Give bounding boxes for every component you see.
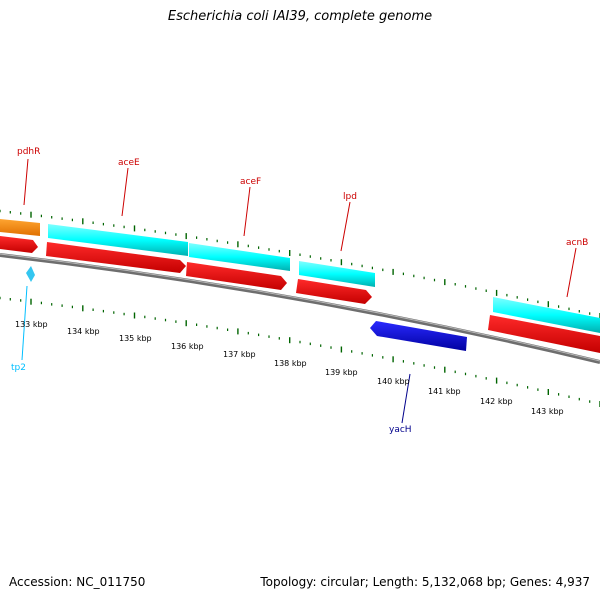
gene-arrow-yacH: [370, 321, 467, 351]
gene-arrow-pdhR: [0, 236, 38, 253]
gene-label-pdhR: pdhR: [17, 147, 40, 157]
tick-label: 135 kbp: [119, 334, 152, 343]
accession-text: Accession: NC_011750: [9, 575, 146, 589]
gene-label-aceE: aceE: [118, 158, 140, 168]
backbone-highlight: [0, 253, 600, 362]
leader-yacH: [401, 373, 411, 424]
leader-aceF: [243, 186, 251, 237]
cds-aceF: [189, 243, 290, 271]
gene-label-lpd: lpd: [343, 192, 357, 202]
tick-label: 139 kbp: [325, 368, 358, 377]
cds-acnB: [493, 297, 600, 333]
cds-lpd: [299, 261, 375, 287]
gene-label-aceF: aceF: [240, 177, 261, 187]
tick-label: 137 kbp: [223, 350, 256, 359]
gene-arrow-aceE: [46, 242, 186, 273]
leader-aceE: [121, 167, 129, 217]
tick-label: 134 kbp: [67, 327, 100, 336]
gene-label-yacH: yacH: [389, 425, 412, 435]
tick-label: 142 kbp: [480, 397, 513, 406]
gene-label-acnB: acnB: [566, 238, 588, 248]
gene-arrow-lpd: [296, 279, 372, 304]
map-title: Escherichia coli IAI39, complete genome: [167, 9, 433, 24]
gene-label-tp2: tp2: [11, 363, 26, 373]
small-feature-tp2: [26, 266, 35, 282]
scale-labels: 133 kbp 134 kbp 135 kbp 136 kbp 137 kbp …: [15, 320, 564, 416]
cds-aceE: [48, 224, 188, 256]
genome-summary-text: Topology: circular; Length: 5,132,068 bp…: [260, 575, 590, 589]
tick-row-scale: [0, 296, 600, 407]
leader-tp2: [21, 285, 28, 361]
leader-lpd: [340, 201, 351, 252]
leader-pdhR: [23, 158, 29, 206]
tick-label: 141 kbp: [428, 387, 461, 396]
tick-row-outer: [0, 209, 600, 319]
tick-label: 133 kbp: [15, 320, 48, 329]
tick-label: 140 kbp: [377, 377, 410, 386]
tick-label: 138 kbp: [274, 359, 307, 368]
tick-label: 143 kbp: [531, 407, 564, 416]
tick-label: 136 kbp: [171, 342, 204, 351]
leader-acnB: [566, 247, 577, 298]
backbone: [0, 253, 600, 364]
gene-arrow-aceF: [186, 262, 287, 290]
gene-arrow-acnB: [488, 315, 600, 353]
orange-feature: [0, 219, 40, 236]
